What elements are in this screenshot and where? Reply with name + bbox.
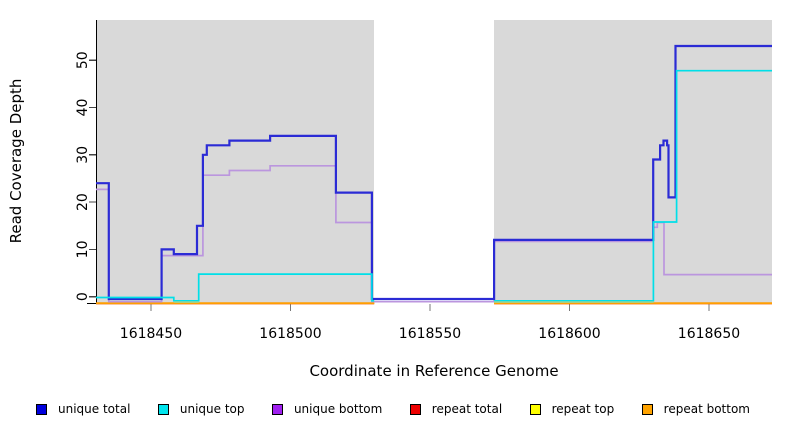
- legend-item-unique-top: unique top: [157, 402, 245, 416]
- legend-item-repeat-top: repeat top: [529, 402, 615, 416]
- legend-item-label: repeat total: [431, 402, 503, 416]
- x-tick-label: 1618450: [120, 326, 182, 342]
- legend-item-label: repeat top: [551, 402, 615, 416]
- legend-item-label: unique total: [58, 402, 131, 416]
- y-tick-label: 30: [75, 146, 91, 164]
- legend-item-label: unique bottom: [293, 402, 383, 416]
- x-tick-label: 1618650: [678, 326, 740, 342]
- legend-swatch-unique-total: [36, 403, 47, 415]
- legend-swatch-unique-top: [157, 403, 169, 415]
- series-unique-total-line: [96, 44, 772, 301]
- legend-item-label: unique top: [179, 402, 245, 416]
- x-tick-label: 1618550: [399, 326, 461, 342]
- legend-item-label: repeat bottom: [663, 402, 750, 416]
- legend-swatch-repeat-bottom: [641, 403, 653, 415]
- y-tick-label: 40: [75, 99, 91, 117]
- legend-item-repeat-bottom: repeat bottom: [641, 402, 750, 416]
- legend-swatch-repeat-top: [529, 403, 541, 415]
- y-tick-label: 0: [75, 292, 91, 301]
- x-axis-title: Coordinate in Reference Genome: [309, 362, 559, 380]
- x-tick-label: 1618500: [259, 326, 321, 342]
- legend-item-repeat-total: repeat total: [409, 402, 503, 416]
- x-tick-label: 1618600: [538, 326, 600, 342]
- legend: unique total unique top unique bottom repea…: [0, 399, 792, 419]
- y-axis-title: Read Coverage Depth: [7, 78, 25, 244]
- y-tick-label: 50: [75, 51, 91, 69]
- masked-region: [374, 20, 495, 303]
- legend-swatch-unique-bottom: [271, 403, 283, 415]
- y-tick-label: 10: [75, 240, 91, 258]
- legend-item-unique-total: unique total: [36, 402, 130, 416]
- legend-swatch-repeat-total: [409, 403, 421, 415]
- y-tick-label: 20: [75, 193, 91, 211]
- series-unique-top-line: [96, 273, 375, 302]
- series-unique-top-line: [494, 69, 772, 302]
- legend-item-unique-bottom: unique bottom: [271, 402, 383, 416]
